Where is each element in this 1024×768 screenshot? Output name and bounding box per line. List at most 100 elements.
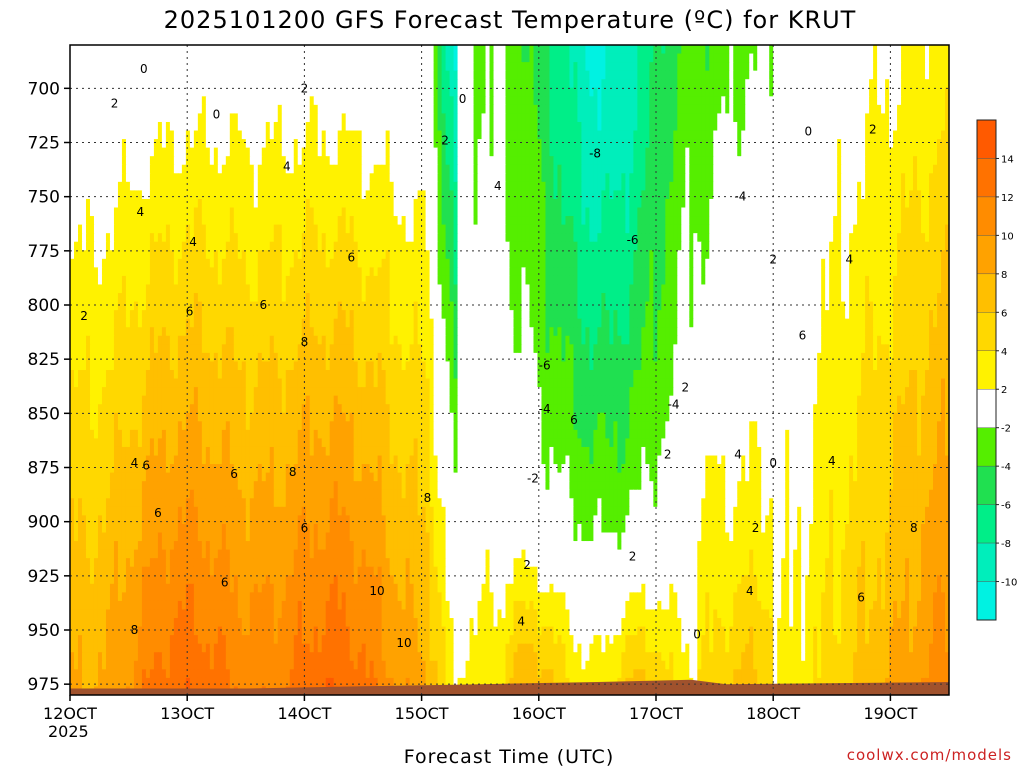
field-cell [381,96,387,106]
field-cell [537,224,543,234]
field-cell [329,190,335,200]
field-cell [365,62,371,72]
field-cell [657,121,662,132]
field-cell [345,198,351,209]
field-cell [589,233,595,243]
field-cell [373,224,379,234]
field-cell [769,224,774,234]
field-cell [633,139,638,149]
field-cell [165,181,171,191]
field-cell [453,139,459,149]
field-cell [145,70,151,80]
field-cell [885,164,890,174]
field-cell [917,87,922,97]
field-cell [293,173,299,183]
field-cell [533,173,539,183]
field-cell [869,224,874,234]
field-cell [801,87,806,97]
field-cell [281,139,287,149]
field-cell [773,104,778,115]
field-cell [397,79,403,89]
field-cell [129,121,135,132]
field-cell [74,113,79,123]
field-cell [581,87,587,97]
field-cell [693,62,698,72]
field-cell [517,190,523,200]
field-cell [337,164,343,174]
field-cell [769,113,774,123]
field-cell [793,216,798,226]
field-cell [777,198,782,209]
field-cell [793,164,798,174]
field-cell [85,233,91,243]
field-cell [201,181,207,191]
field-cell [441,224,447,234]
field-cell [557,70,563,80]
field-cell [665,104,670,115]
field-cell [801,70,806,80]
field-cell [509,139,515,149]
field-cell [801,224,806,234]
field-cell [721,53,726,63]
field-cell [757,207,762,217]
field-cell [161,216,167,226]
field-cell [121,207,127,217]
field-cell [145,216,151,226]
field-cell [465,233,471,243]
field-cell [417,147,423,157]
field-cell [225,139,231,149]
field-cell [601,190,606,200]
field-cell [801,164,806,174]
field-cell [453,113,459,123]
field-cell [541,181,547,191]
field-cell [141,147,147,157]
field-cell [881,79,886,89]
field-cell [585,79,591,89]
field-cell [253,45,259,55]
field-cell [645,147,650,157]
field-cell [393,147,399,157]
field-cell [233,104,239,115]
field-cell [785,139,790,149]
field-cell [425,113,431,123]
field-cell [201,121,207,132]
field-cell [225,62,231,72]
field-cell [281,190,287,200]
field-cell [281,53,287,63]
field-cell [945,139,949,149]
field-cell [469,53,475,63]
field-cell [897,181,902,191]
field-cell [753,147,758,157]
field-cell [669,87,674,97]
field-cell [805,70,810,80]
field-cell [77,130,83,140]
field-cell [153,96,159,106]
field-cell [761,130,766,140]
field-cell [749,87,754,97]
field-cell [337,70,343,80]
field-cell [257,198,263,209]
field-cell [909,96,914,106]
field-cell [789,121,794,132]
field-cell [489,121,495,132]
field-cell [565,156,571,166]
field-cell [505,70,511,80]
field-cell [565,139,571,149]
field-cell [125,207,131,217]
field-cell [541,45,547,55]
field-cell [921,45,926,55]
field-cell [885,173,890,183]
field-cell [441,216,447,226]
field-cell [449,190,455,200]
field-cell [313,164,319,174]
field-cell [149,173,155,183]
field-cell [133,224,139,234]
field-cell [857,70,862,80]
field-cell [881,104,886,115]
field-cell [861,139,866,149]
field-cell [713,70,718,80]
field-cell [877,147,882,157]
field-cell [933,181,938,191]
field-cell [461,130,467,140]
field-cell [849,173,854,183]
